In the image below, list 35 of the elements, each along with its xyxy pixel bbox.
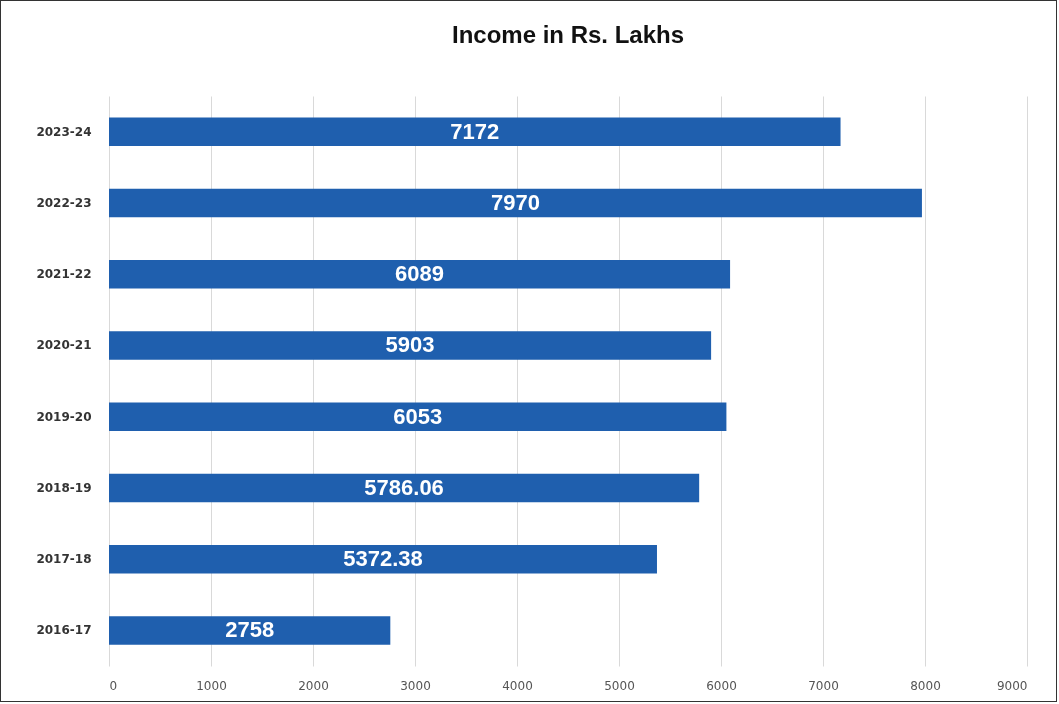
x-tick-label: 4000 (502, 678, 533, 693)
bar (109, 331, 712, 360)
y-tick-label: 2017-18 (36, 552, 92, 567)
data-label: 6089 (395, 261, 445, 287)
bar (109, 473, 700, 503)
x-tick-label: 8000 (910, 678, 941, 693)
data-label: 5786.06 (364, 474, 444, 500)
y-tick-label: 2020-21 (36, 338, 92, 353)
y-tick-label: 2018-19 (36, 480, 92, 495)
y-tick-label: 2021-22 (36, 267, 92, 282)
bar (109, 616, 391, 645)
data-label: 7172 (450, 118, 500, 144)
x-tick-label: 2000 (298, 678, 329, 693)
x-tick-label: 5000 (604, 678, 635, 693)
x-tick-label: 1000 (196, 678, 227, 693)
y-tick-label: 2019-20 (36, 409, 92, 424)
bar (109, 188, 922, 218)
bar (109, 402, 727, 431)
data-label: 6053 (393, 403, 443, 429)
x-tick-label: 6000 (706, 678, 737, 693)
x-tick-label: 7000 (808, 678, 839, 693)
bar (109, 259, 731, 289)
x-tick-label: 9000 (996, 678, 1028, 693)
x-tick-label: 0 (109, 678, 118, 693)
y-tick-label: 2016-17 (36, 623, 92, 638)
y-tick-label: 2023-24 (36, 124, 92, 139)
bar (109, 117, 841, 146)
data-label: 2758 (225, 617, 275, 643)
data-label: 7970 (490, 189, 540, 215)
data-label: 5372.38 (343, 546, 423, 572)
y-tick-label: 2022-23 (36, 195, 92, 210)
x-tick-label: 3000 (400, 678, 431, 693)
chart-title: Income in Rs. Lakhs (451, 21, 685, 48)
bar (109, 544, 657, 574)
data-label: 5903 (385, 332, 435, 358)
